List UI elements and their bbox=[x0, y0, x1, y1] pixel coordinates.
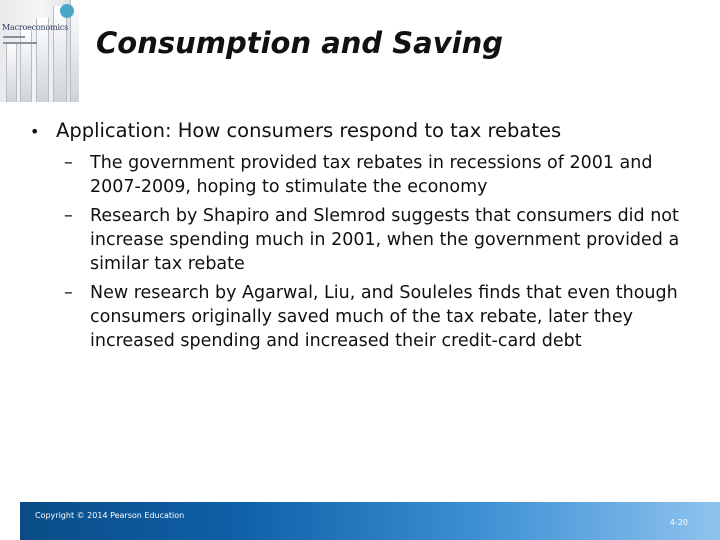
page-number: 4-20 bbox=[669, 518, 688, 527]
sub-bullet: – New research by Agarwal, Liu, and Soul… bbox=[64, 281, 684, 353]
sub-bullet: – The government provided tax rebates in… bbox=[64, 151, 684, 199]
copyright-text: Copyright © 2014 Pearson Education bbox=[35, 511, 185, 520]
book-cover-icon: Macroeconomics bbox=[0, 0, 79, 102]
sub-bullet-list: – The government provided tax rebates in… bbox=[30, 151, 700, 353]
cover-column bbox=[53, 6, 67, 102]
cover-column bbox=[70, 0, 79, 102]
dash-icon: – bbox=[64, 283, 73, 303]
slide-title: Consumption and Saving bbox=[96, 26, 503, 60]
main-bullet: • Application: How consumers respond to … bbox=[30, 118, 700, 145]
cover-title: Macroeconomics bbox=[2, 23, 69, 32]
cover-column bbox=[6, 42, 17, 102]
slide-content: • Application: How consumers respond to … bbox=[30, 118, 700, 358]
cover-column bbox=[20, 30, 32, 102]
bullet-icon: • bbox=[30, 122, 40, 141]
sub-bullet-text: Research by Shapiro and Slemrod suggests… bbox=[90, 206, 680, 274]
dash-icon: – bbox=[64, 206, 73, 226]
sub-bullet-text: The government provided tax rebates in r… bbox=[90, 153, 653, 197]
cover-badge bbox=[60, 4, 74, 18]
cover-line bbox=[3, 42, 37, 44]
cover-line bbox=[3, 36, 25, 38]
sub-bullet: – Research by Shapiro and Slemrod sugges… bbox=[64, 204, 684, 276]
cover-column bbox=[36, 18, 49, 102]
sub-bullet-text: New research by Agarwal, Liu, and Soulel… bbox=[90, 283, 678, 351]
dash-icon: – bbox=[64, 153, 73, 173]
main-bullet-text: Application: How consumers respond to ta… bbox=[56, 119, 562, 142]
footer-bar: Copyright © 2014 Pearson Education 4-20 bbox=[20, 502, 720, 540]
